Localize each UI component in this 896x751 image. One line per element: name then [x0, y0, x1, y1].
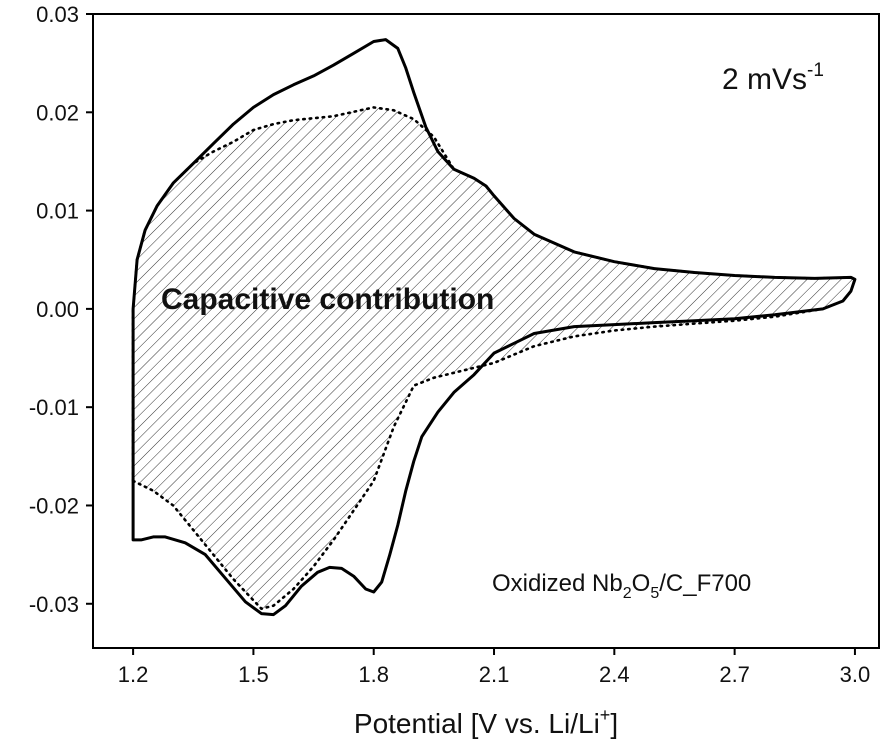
x-tick-label: 3.0: [840, 662, 871, 687]
y-tick-label: 0.00: [36, 297, 79, 322]
x-tick-label: 1.8: [358, 662, 389, 687]
annotation-scan-rate: 2 mVs-1: [722, 60, 824, 96]
x-axis-title-end: ]: [610, 708, 618, 739]
y-tick-label: 0.03: [36, 2, 79, 27]
x-tick-label: 2.4: [599, 662, 630, 687]
x-tick-label: 1.2: [118, 662, 149, 687]
x-tick-label: 2.1: [479, 662, 510, 687]
sample-name-part-o: O: [632, 570, 651, 597]
annotation-sample-name: Oxidized Nb2O5/C_F700: [492, 570, 751, 602]
y-tick-label: 0.02: [36, 100, 79, 125]
sample-name-sub-2: 2: [623, 585, 632, 602]
plot-frame: [92, 13, 880, 649]
x-tick-label: 1.5: [238, 662, 269, 687]
y-tick-label: -0.01: [29, 395, 79, 420]
y-tick-label: 0.01: [36, 199, 79, 224]
x-axis-title: Potential [V vs. Li/Li+]: [354, 705, 618, 739]
sample-name-part-rest: /C_F700: [659, 570, 751, 597]
annotation-capacitive-contribution: Capacitive contribution: [161, 283, 494, 316]
series-capacitive-dotted: [131, 106, 857, 611]
scan-rate-main: 2 mVs: [722, 63, 807, 96]
sample-name-sub-5: 5: [650, 585, 659, 602]
capacitive-region-hatch: [133, 107, 855, 609]
sample-name-part-1: Oxidized Nb: [492, 570, 623, 597]
x-tick-label: 2.7: [719, 662, 750, 687]
y-tick-label: -0.03: [29, 592, 79, 617]
x-axis-title-sup: +: [600, 705, 611, 725]
series-total-cv-solid: [131, 38, 857, 617]
x-axis-title-main: Potential [V vs. Li/Li: [354, 708, 600, 739]
y-tick-label: -0.02: [29, 493, 79, 518]
scan-rate-exponent: -1: [807, 60, 824, 81]
